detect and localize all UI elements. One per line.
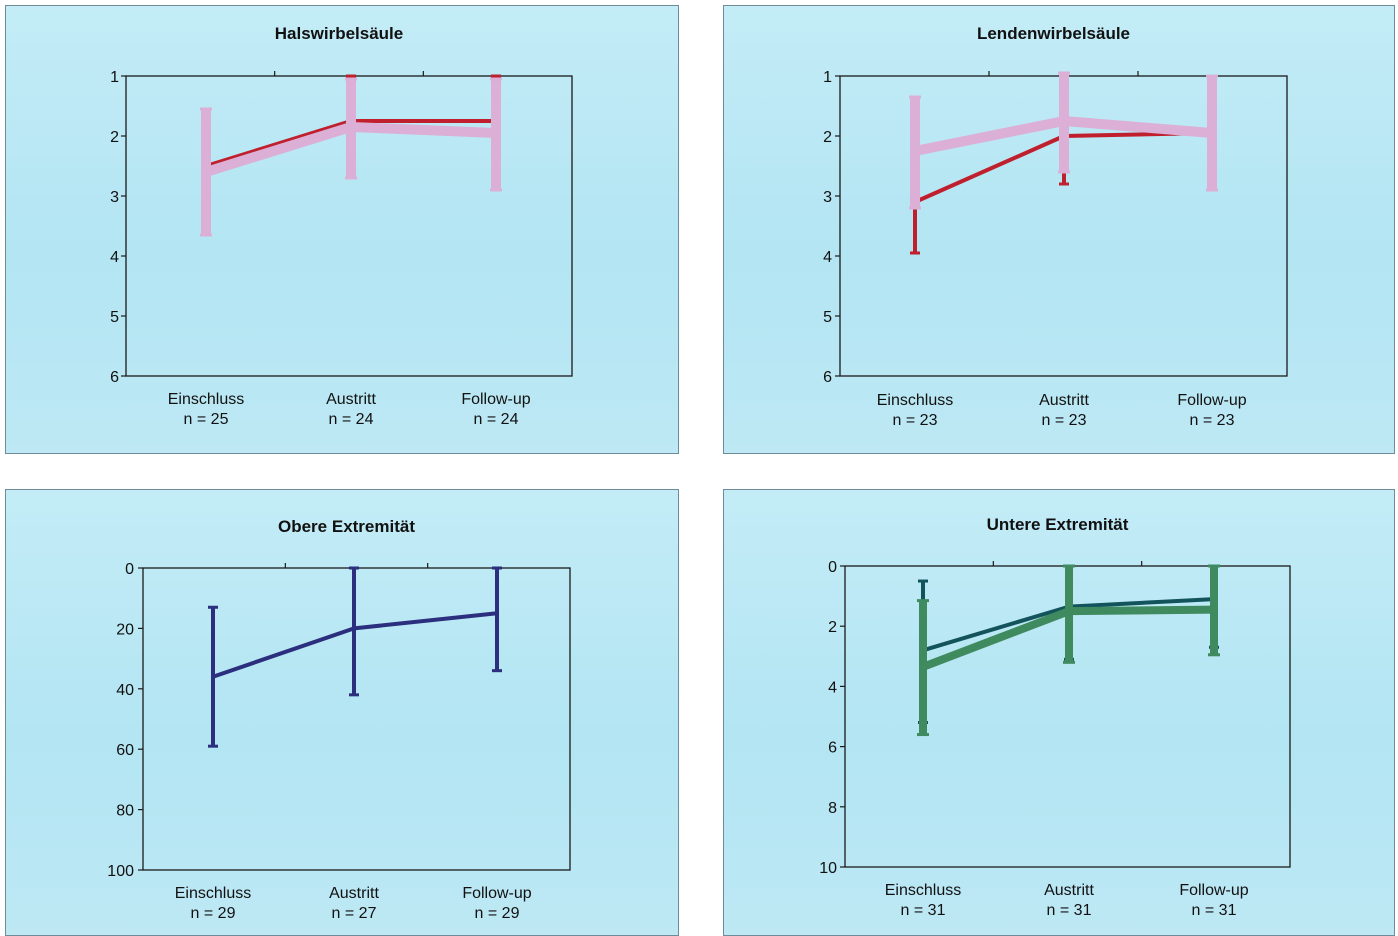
y-tick-label: 4 xyxy=(823,249,832,266)
y-tick-label: 6 xyxy=(828,740,837,757)
data-point xyxy=(1065,607,1073,616)
x-sample-size-label: n = 31 xyxy=(1192,902,1237,919)
chart-svg: Untere Extremität 0 2 4 6 8 10 Einschluss n = 31… xyxy=(819,515,1291,919)
x-sample-size-label: n = 31 xyxy=(901,902,946,919)
data-point xyxy=(211,674,215,679)
x-category-label: Austritt xyxy=(326,391,376,408)
plot-area xyxy=(142,567,571,871)
data-point xyxy=(346,122,356,132)
data-point xyxy=(352,626,356,631)
y-tick-label: 0 xyxy=(125,561,134,578)
y-tick-label: 3 xyxy=(110,189,119,206)
chart-svg: Halswirbelsäule 1 2 3 4 5 6 Einschluss n = 25 Aus… xyxy=(110,24,573,428)
x-sample-size-label: n = 23 xyxy=(1042,412,1087,429)
x-sample-size-label: n = 23 xyxy=(893,412,938,429)
chart-title: Halswirbelsäule xyxy=(275,24,404,43)
x-category-label: Austritt xyxy=(1039,392,1089,409)
y-tick-label: 1 xyxy=(823,69,832,86)
x-category-label: Follow-up xyxy=(461,391,530,408)
x-category-label: Follow-up xyxy=(1179,882,1248,899)
chart-panel-obere-extremitaet: Obere Extremität 0 20 40 60 80 100 Einschluss n … xyxy=(5,489,679,936)
data-point xyxy=(201,167,211,177)
y-tick-label: 2 xyxy=(110,129,119,146)
y-tick-label: 2 xyxy=(828,619,837,636)
x-category-label: Einschluss xyxy=(885,882,961,899)
y-tick-label: 6 xyxy=(823,369,832,386)
chart-panel-halswirbelsaeule: Halswirbelsäule 1 2 3 4 5 6 Einschluss n = 25 Aus… xyxy=(5,5,679,454)
x-category-label: Follow-up xyxy=(1177,392,1246,409)
y-tick-label: 4 xyxy=(110,249,119,266)
y-tick-label: 3 xyxy=(823,189,832,206)
y-tick-label: 0 xyxy=(828,559,837,576)
chart-title: Lendenwirbelsäule xyxy=(977,24,1130,43)
x-category-label: Einschluss xyxy=(175,885,251,902)
x-sample-size-label: n = 23 xyxy=(1190,412,1235,429)
x-category-label: Einschluss xyxy=(877,392,953,409)
y-tick-label: 10 xyxy=(819,860,837,877)
x-sample-size-label: n = 24 xyxy=(329,411,374,428)
y-tick-label: 20 xyxy=(116,621,134,638)
chart-svg: Lendenwirbelsäule 1 2 3 4 5 6 Einschluss n = 23 A… xyxy=(823,24,1288,429)
data-point xyxy=(1210,605,1218,614)
y-tick-label: 8 xyxy=(828,800,837,817)
x-category-label: Einschluss xyxy=(168,391,244,408)
y-tick-label: 80 xyxy=(116,803,134,820)
data-point xyxy=(491,128,501,138)
chart-title: Obere Extremität xyxy=(278,517,415,536)
y-tick-label: 100 xyxy=(107,863,134,880)
x-sample-size-label: n = 29 xyxy=(191,905,236,922)
y-tick-label: 2 xyxy=(823,129,832,146)
x-category-label: Austritt xyxy=(329,885,379,902)
y-tick-label: 5 xyxy=(110,309,119,326)
chart-panel-lendenwirbelsaeule: Lendenwirbelsäule 1 2 3 4 5 6 Einschluss n = 23 A… xyxy=(723,5,1395,454)
x-sample-size-label: n = 29 xyxy=(475,905,520,922)
data-point xyxy=(1207,128,1217,138)
y-tick-label: 4 xyxy=(828,679,837,696)
x-sample-size-label: n = 27 xyxy=(332,905,377,922)
y-tick-label: 1 xyxy=(110,69,119,86)
y-tick-label: 40 xyxy=(116,682,134,699)
x-sample-size-label: n = 24 xyxy=(474,411,519,428)
x-category-label: Austritt xyxy=(1044,882,1094,899)
chart-svg: Obere Extremität 0 20 40 60 80 100 Einschluss n … xyxy=(107,517,571,922)
data-point xyxy=(919,662,927,671)
chart-title: Untere Extremität xyxy=(987,515,1129,534)
y-tick-label: 5 xyxy=(823,309,832,326)
y-tick-label: 60 xyxy=(116,742,134,759)
data-point xyxy=(1059,116,1069,126)
y-tick-label: 6 xyxy=(110,369,119,386)
x-sample-size-label: n = 25 xyxy=(184,411,229,428)
x-sample-size-label: n = 31 xyxy=(1047,902,1092,919)
data-point xyxy=(495,611,499,616)
x-category-label: Follow-up xyxy=(462,885,531,902)
data-point xyxy=(910,146,920,156)
chart-panel-untere-extremitaet: Untere Extremität 0 2 4 6 8 10 Einschluss n = 31… xyxy=(723,489,1395,936)
